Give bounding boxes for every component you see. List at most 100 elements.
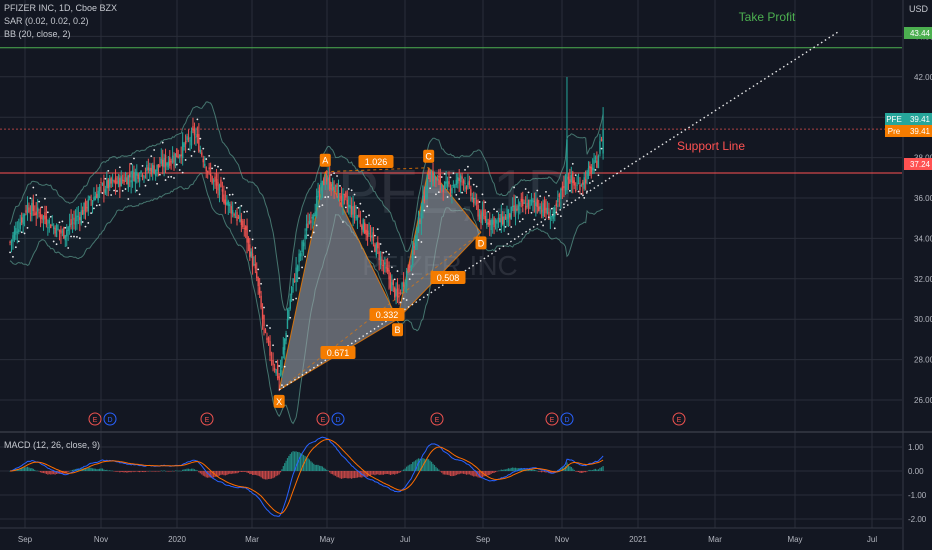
candle-body (311, 216, 314, 219)
candle-body (42, 216, 45, 220)
candle-body (378, 251, 380, 261)
macd-histogram-bar (570, 467, 572, 471)
sar-dot (333, 172, 335, 175)
time-tick-label: May (319, 535, 334, 544)
candle-body (261, 308, 264, 320)
candle-body (539, 206, 541, 210)
candle-body (558, 194, 561, 198)
macd-histogram-bar (343, 471, 345, 479)
sar-dot (269, 327, 271, 329)
candle-body (590, 166, 592, 174)
macd-histogram-bar (307, 458, 309, 471)
candle-body (288, 310, 290, 319)
macd-histogram-bar (399, 471, 402, 473)
candle-body (218, 184, 221, 196)
sar-dot (408, 278, 411, 280)
macd-histogram-bar (170, 471, 172, 472)
candle-body (269, 341, 271, 356)
candle-body (51, 224, 53, 226)
candle-body (103, 181, 105, 192)
candle-body (576, 184, 578, 186)
pattern-point-x: X (276, 397, 282, 407)
candle-body (186, 136, 188, 141)
sar-dot (110, 194, 113, 196)
macd-histogram-bar (529, 469, 531, 471)
candle-body (419, 220, 421, 223)
macd-histogram-bar (538, 471, 540, 472)
sar-dot (193, 150, 196, 153)
sar-dot (29, 197, 32, 200)
macd-histogram-bar (371, 471, 373, 475)
macd-histogram-bar (446, 471, 449, 475)
candle-body (530, 200, 533, 202)
macd-histogram-bar (156, 471, 158, 472)
candle-body (209, 172, 212, 177)
candle-body (457, 177, 459, 184)
candle-body (328, 174, 331, 189)
sar-dot (481, 193, 484, 196)
candle-body (120, 176, 122, 186)
macd-histogram-bar (54, 471, 56, 475)
macd-histogram-bar (84, 468, 87, 471)
sar-dot (516, 196, 518, 199)
macd-histogram-bar (23, 467, 26, 471)
symbol-legend[interactable]: PFIZER INC, 1D, Cboe BZX (4, 3, 118, 13)
macd-histogram-bar (313, 463, 315, 471)
macd-histogram-bar (202, 471, 204, 476)
macd-histogram-bar (353, 471, 356, 479)
candle-body (117, 176, 120, 185)
candle-body (350, 206, 353, 215)
candle-body (266, 337, 268, 341)
macd-histogram-bar (110, 470, 112, 472)
macd-histogram-bar (286, 458, 289, 471)
candle-body (240, 219, 243, 226)
macd-histogram-bar (351, 471, 353, 479)
macd-histogram-bar (398, 471, 400, 473)
sar-legend[interactable]: SAR (0.02, 0.02, 0.2) (4, 16, 89, 26)
sar-dot (435, 193, 437, 196)
macd-histogram-bar (375, 471, 377, 475)
sar-dot (464, 168, 466, 171)
candle-body (336, 184, 338, 198)
candle-body (76, 215, 78, 222)
candle-body (536, 199, 538, 207)
macd-histogram-bar (98, 468, 101, 471)
price-label-tag-bg (885, 113, 904, 125)
macd-legend[interactable]: MACD (12, 26, close, 9) (4, 440, 101, 450)
sar-dot (566, 200, 568, 202)
macd-histogram-bar (320, 465, 322, 471)
macd-histogram-bar (229, 471, 231, 474)
macd-histogram-bar (474, 471, 476, 477)
macd-histogram-bar (210, 471, 212, 478)
sar-dot (443, 172, 446, 175)
candle-body (551, 215, 553, 217)
horizontal-lines[interactable]: Take Profit Support Line (0, 10, 902, 174)
candle-body (183, 143, 185, 147)
sar-dot (437, 191, 440, 194)
macd-histogram-bar (185, 469, 187, 471)
macd-histogram-bar (186, 468, 188, 471)
sar-dot (275, 360, 278, 363)
candle-body (100, 182, 102, 184)
macd-histogram-bar (592, 470, 594, 471)
candle-body (179, 155, 181, 158)
candle-body (510, 206, 512, 220)
sar-dot (580, 193, 583, 195)
macd-histogram-bar (507, 468, 510, 471)
bb-legend[interactable]: BB (20, close, 2) (4, 29, 71, 39)
sar-dot (104, 177, 107, 180)
sar-dot (237, 206, 240, 209)
sar-dot (591, 180, 594, 183)
sar-dot (312, 231, 315, 234)
candle-body (63, 227, 65, 239)
macd-histogram-bar (403, 469, 405, 471)
macd-histogram-bar (50, 471, 52, 475)
sar-dot (289, 316, 292, 319)
sar-dot (553, 227, 556, 230)
price-label-tag: Pre (888, 127, 901, 136)
ratio-label: 0.671 (327, 348, 350, 358)
macd-histogram-bar (166, 471, 168, 472)
bb-upper (9, 101, 604, 311)
